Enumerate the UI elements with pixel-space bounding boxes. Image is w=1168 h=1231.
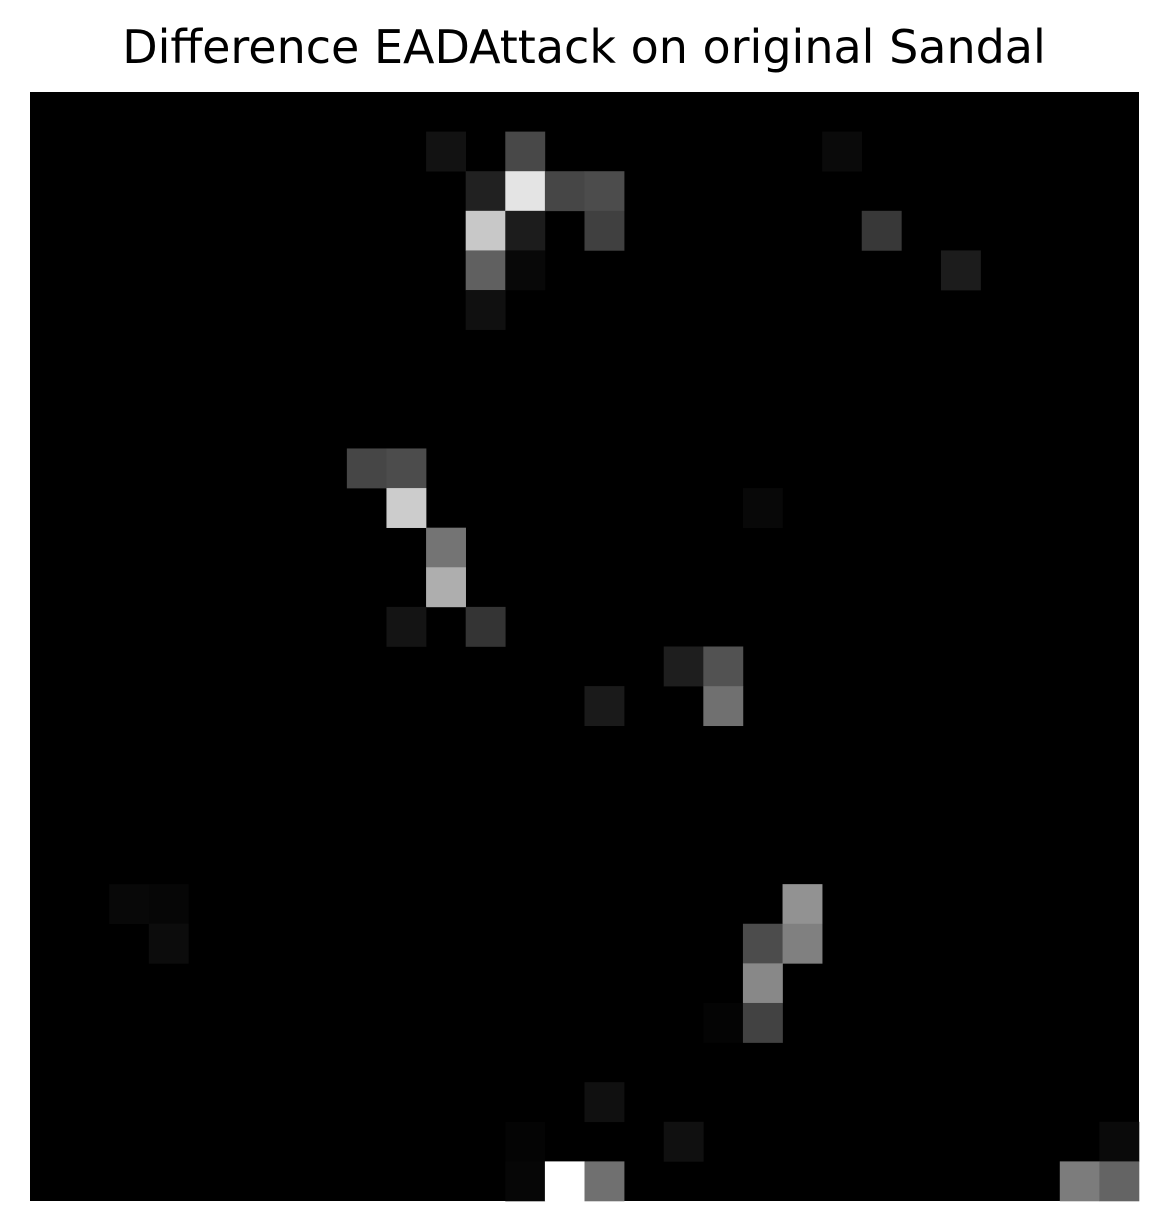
heatmap-cell-r26-c27	[1099, 1121, 1140, 1162]
heatmap-cell-r3-c14	[584, 210, 625, 251]
heatmap-cell-r9-c8	[346, 448, 387, 489]
heatmap-cell-r4-c12	[505, 250, 546, 291]
heatmap-cell-r26-c16	[663, 1121, 704, 1162]
heatmap-cell-r13-c11	[465, 606, 506, 647]
heatmap-cell-r26-c12	[505, 1121, 546, 1162]
heatmap-cell-r3-c11	[465, 210, 506, 251]
heatmap-cell-r15-c14	[584, 686, 625, 727]
heatmap-cell-r10-c9	[386, 488, 427, 528]
heatmap-cell-r11-c10	[426, 527, 466, 568]
heatmap-cell-r27-c13	[544, 1161, 585, 1202]
heatmap-cell-r21-c18	[742, 923, 783, 964]
heatmap-cell-r21-c19	[782, 923, 823, 964]
chart-title: Difference EADAttack on original Sandal	[122, 20, 1046, 74]
heatmap-cell-r2-c12	[505, 171, 546, 212]
heatmap-cell-r2-c13	[544, 171, 585, 212]
heatmap-cell-r1-c12	[505, 131, 546, 172]
heatmap-cell-r1-c20	[822, 131, 863, 172]
heatmap-cell-r2-c11	[465, 171, 506, 212]
heatmap-cell-r10-c18	[742, 488, 783, 528]
heatmap-cell-r9-c9	[386, 448, 427, 489]
heatmap-cell-r25-c14	[584, 1082, 625, 1123]
heatmap-cell-r22-c18	[742, 963, 783, 1004]
heatmap-cell-r4-c23	[940, 250, 981, 291]
heatmap-cell-r21-c3	[148, 923, 189, 964]
heatmap-cell-r27-c14	[584, 1161, 625, 1202]
heatmap-cell-r20-c3	[148, 884, 189, 925]
heatmap-cell-r12-c10	[426, 567, 466, 608]
heatmap-cell-r2-c14	[584, 171, 625, 212]
heatmap-cell-r23-c18	[742, 1002, 783, 1043]
heatmap-cell-r3-c21	[861, 210, 902, 251]
heatmap-cell-r3-c12	[505, 210, 546, 251]
heatmap-cell-r27-c12	[505, 1161, 546, 1202]
heatmap-cell-r14-c17	[703, 646, 744, 687]
heatmap-cell-r5-c11	[465, 290, 506, 330]
heatmap-cell-r1-c10	[426, 131, 466, 172]
heatmap-cell-r4-c11	[465, 250, 506, 291]
heatmap-cell-r14-c16	[663, 646, 704, 687]
heatmap-cell-r23-c17	[703, 1002, 744, 1043]
heatmap-cells	[109, 131, 1140, 1202]
heatmap-cell-r20-c19	[782, 884, 823, 925]
heatmap-cell-r27-c27	[1099, 1161, 1140, 1202]
heatmap-cell-r13-c9	[386, 606, 427, 647]
heatmap-cell-r27-c26	[1059, 1161, 1100, 1202]
heatmap-cell-r20-c2	[109, 884, 150, 925]
heatmap-cell-r15-c17	[703, 686, 744, 727]
